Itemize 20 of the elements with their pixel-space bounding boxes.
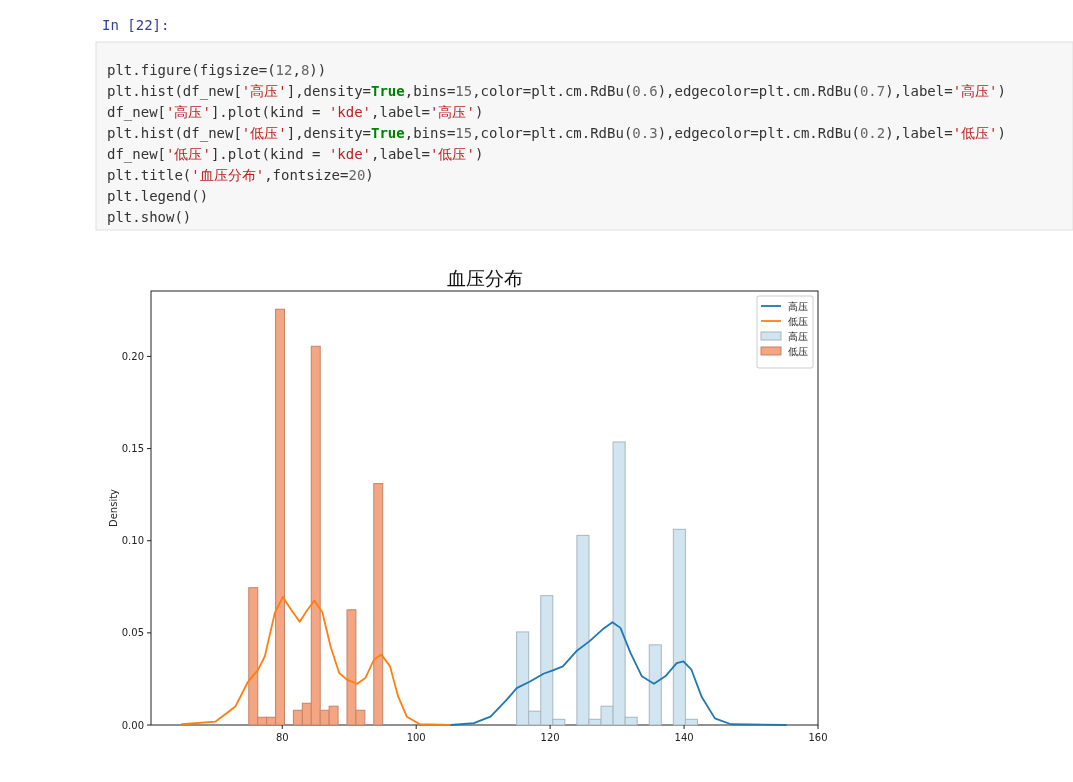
legend-label: 低压 <box>788 315 808 327</box>
legend-label: 高压 <box>788 330 808 342</box>
y-tick-label: 0.05 <box>121 627 144 639</box>
line-series <box>180 596 451 726</box>
x-tick-label: 140 <box>674 732 694 743</box>
y-axis-title: Density <box>108 488 119 528</box>
y-tick-label: 0.15 <box>121 443 144 455</box>
y-tick-label: 0.20 <box>121 350 144 362</box>
chart-title: 血压分布 <box>446 267 523 289</box>
x-tick-label: 100 <box>406 732 426 743</box>
text: In [22]: <box>102 17 170 33</box>
legend-label: 低压 <box>788 345 808 357</box>
y-tick-label: 0.10 <box>121 535 144 547</box>
x-tick-label: 160 <box>808 732 828 743</box>
code-cell: plt.figure(figsize=(12,8)) plt.hist(df_new['高压'],density=True,bins=15,color=plt.cm.RdBu(0.6),edgecolor=plt.cm.RdBu(0.7),label='高压') df_new['高压'].plot(kind = 'kde',label='高压') plt.hist(df_new['低压'],density=True,bins=15,color=plt.cm.RdBu(0.3),edgecolor=plt.cm.RdBu(0.2),label='低压') df_new['低压'].plot(kind = 'kde',label='低压') plt.title('血压分布',fontsize=20) plt.legend() plt.show() <box>95 41 1073 231</box>
x-tick-label: 120 <box>540 732 560 743</box>
line-series <box>450 621 787 726</box>
y-tick-label: 0.00 <box>121 719 144 731</box>
legend-label: 高压 <box>788 300 808 312</box>
x-tick-label: 80 <box>275 732 289 743</box>
